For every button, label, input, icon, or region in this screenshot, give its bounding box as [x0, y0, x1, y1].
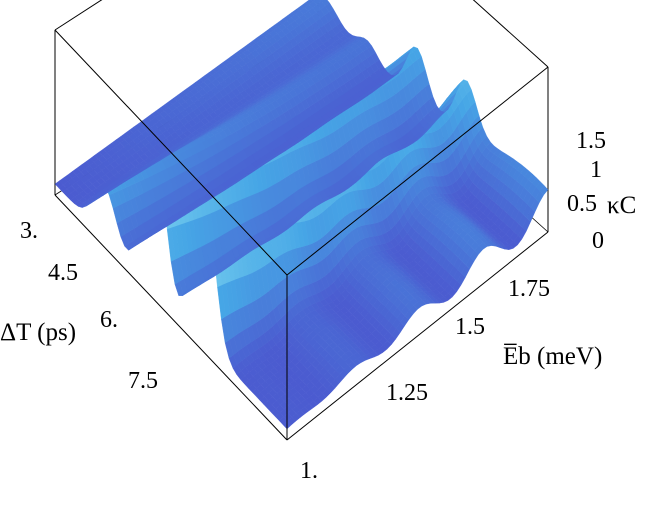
x-tick-label: 4.5: [48, 260, 78, 286]
box-front-edges: [54, 29, 549, 441]
x-tick-label: 6.: [100, 307, 118, 333]
z-tick-label: 0: [592, 228, 604, 254]
x-axis-label: ΔT (ps): [0, 319, 76, 346]
y-tick-label: 1.: [300, 458, 318, 484]
surface-mesh: [54, 0, 549, 430]
y-tick-label: 1.75: [508, 276, 550, 302]
y-axis-label: E̅b (meV): [503, 343, 602, 370]
x-tick-label: 3.: [20, 218, 38, 244]
y-tick-label: 1.25: [386, 380, 428, 406]
y-tick-label: 1.5: [455, 314, 485, 340]
z-tick-label: 1.5: [576, 128, 606, 154]
z-axis-label: κC: [607, 192, 636, 219]
z-tick-label: 1: [590, 157, 602, 183]
x-tick-label: 7.5: [128, 368, 158, 394]
z-tick-label: 0.5: [567, 191, 597, 217]
